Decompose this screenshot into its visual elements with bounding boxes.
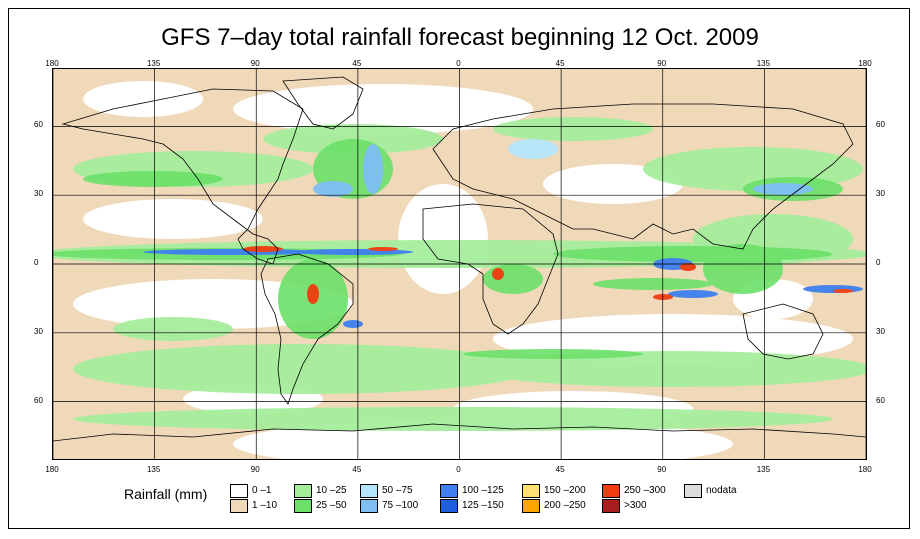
tick-label: 45 [555,59,565,68]
legend-swatch [440,484,458,498]
tick-label: 90 [250,465,260,474]
legend-swatch [360,484,378,498]
legend-label: >300 [624,500,647,511]
tick-label: 180 [45,465,59,474]
tick-label: 0 [34,258,39,267]
legend-label: 250 –300 [624,485,666,496]
legend-label: 75 –100 [382,500,419,511]
legend-title: Rainfall (mm) [124,486,208,502]
tick-label: 135 [756,59,771,68]
legend-label: 125 –150 [462,500,504,511]
tick-label: 30 [34,326,43,336]
legend-swatch [522,499,540,513]
tick-label: 30 [876,189,885,199]
legend-label: 0 –1 [252,485,272,496]
tick-label: 180 [858,59,872,68]
tick-label: 60 [876,120,885,130]
legend-swatch [522,484,540,498]
north-america-coast [61,88,304,265]
tick-label: 90 [657,465,667,474]
tick-label: 60 [34,120,43,130]
legend-swatch [230,484,248,498]
tick-label: 135 [146,59,161,68]
south-america-coast [260,253,354,405]
antarctica-coast [53,423,866,442]
tick-label: 45 [352,465,362,474]
coastlines [53,76,866,442]
tick-label: 60 [34,395,43,405]
figure-frame [8,8,910,529]
tick-label: 90 [250,59,260,68]
legend-label: 150 –200 [544,485,586,496]
tick-label: 180 [858,465,872,474]
africa-coast [422,203,559,335]
legend-label: nodata [706,485,737,496]
greenland-coast [282,76,364,130]
legend-label: 200 –250 [544,500,586,511]
legend-label: 25 –50 [316,500,347,511]
map-title: GFS 7–day total rainfall forecast beginn… [161,24,759,51]
tick-label: 135 [756,465,771,474]
legend-swatch [440,499,458,513]
tick-label: 30 [876,326,885,336]
legend-swatch [294,499,312,513]
legend-label: 50 –75 [382,485,413,496]
tick-label: 0 [876,258,881,267]
tick-label: 90 [657,59,667,68]
tick-label: 45 [352,59,362,68]
legend-label: 1 –10 [252,500,278,511]
legend-swatch [602,484,620,498]
tick-label: 60 [876,395,885,405]
tick-label: 30 [34,189,43,199]
legend-swatch [230,499,248,513]
tick-label: 135 [146,465,161,474]
legend-label: 10 –25 [316,485,347,496]
legend-swatch [360,499,378,513]
map-canvas [53,69,866,459]
legend-label: 100 –125 [462,485,504,496]
eurasia-coast [432,103,854,250]
tick-label: 45 [555,465,565,474]
tick-label: 0 [456,465,461,474]
graticule [53,69,866,459]
tick-label: 180 [45,59,59,68]
legend-swatch [294,484,312,498]
legend-swatch [684,484,702,498]
australia-coast [742,303,824,360]
rainfall-map [52,68,867,460]
tick-label: 0 [456,59,461,68]
legend-swatch [602,499,620,513]
